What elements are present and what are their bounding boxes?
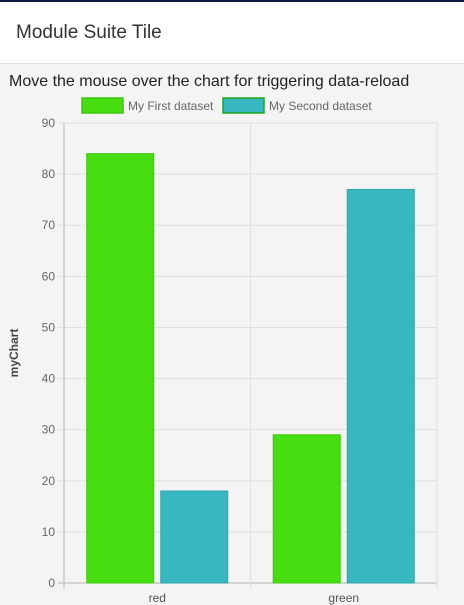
x-tick-label: green xyxy=(328,591,359,605)
y-tick-label: 60 xyxy=(42,269,56,283)
top-accent-line xyxy=(0,0,464,2)
legend-item[interactable]: My First dataset xyxy=(81,97,214,114)
legend-swatch[interactable] xyxy=(222,97,265,114)
x-tick-label: red xyxy=(149,591,166,605)
y-tick-label: 20 xyxy=(42,474,56,488)
tile-title: Module Suite Tile xyxy=(16,22,162,43)
bar[interactable] xyxy=(86,153,155,584)
chart-instruction-text: Move the mouse over the chart for trigge… xyxy=(9,73,410,90)
legend-label[interactable]: My First dataset xyxy=(128,99,214,113)
y-tick-label: 0 xyxy=(48,576,55,590)
bar[interactable] xyxy=(346,188,415,584)
y-tick-label: 80 xyxy=(42,167,56,181)
legend-swatch[interactable] xyxy=(81,97,124,114)
y-axis-title: myChart xyxy=(7,329,21,378)
y-tick-label: 10 xyxy=(42,525,56,539)
y-tick-label: 90 xyxy=(42,116,56,130)
legend-item[interactable]: My Second dataset xyxy=(222,97,372,114)
y-tick-label: 70 xyxy=(42,218,56,232)
tile-header: Module Suite Tile xyxy=(0,2,464,64)
y-tick-label: 30 xyxy=(42,423,56,437)
y-tick-label: 50 xyxy=(42,320,56,334)
bar[interactable] xyxy=(160,490,229,584)
legend-label[interactable]: My Second dataset xyxy=(269,99,372,113)
bar[interactable] xyxy=(272,434,341,584)
y-tick-label: 40 xyxy=(42,372,56,386)
